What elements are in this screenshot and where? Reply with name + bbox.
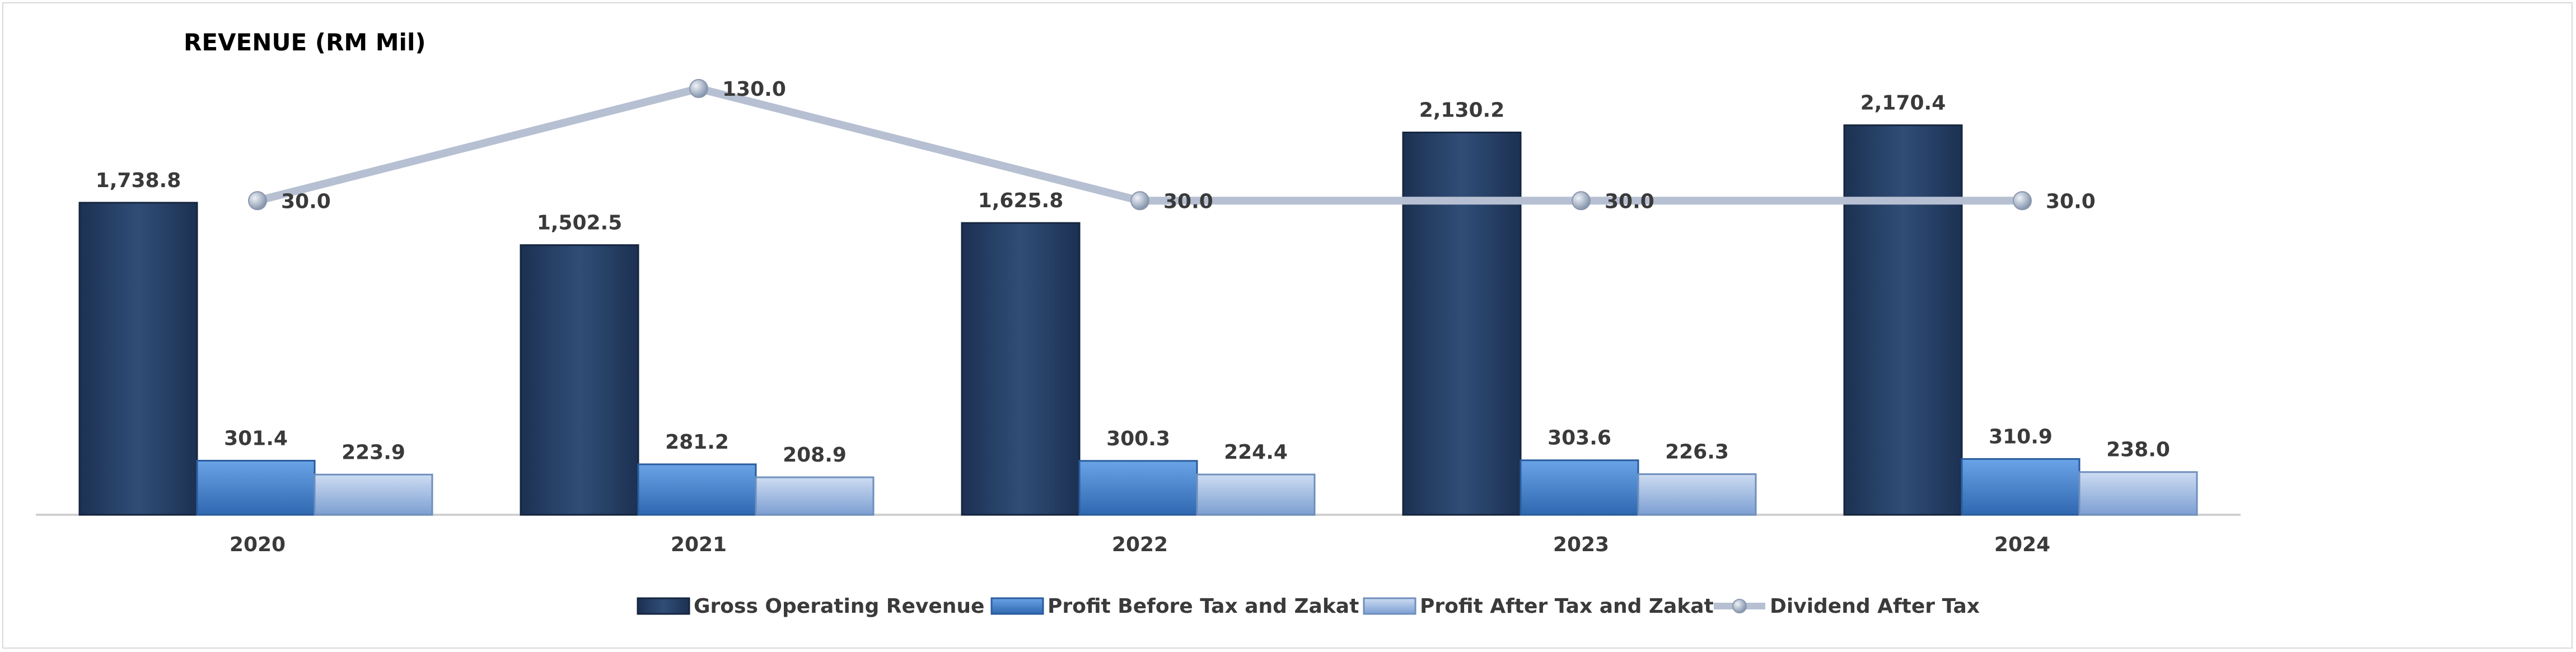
data-label: 300.3 bbox=[1106, 427, 1170, 450]
dividend-label: 30.0 bbox=[2046, 190, 2096, 213]
bar-profit-after-tax-2020 bbox=[314, 473, 433, 516]
data-label: 226.3 bbox=[1665, 440, 1729, 463]
dividend-marker-2023 bbox=[1572, 191, 1591, 211]
legend-item-gross-operating-revenue: Gross Operating Revenue bbox=[637, 595, 984, 618]
data-label: 1,738.8 bbox=[96, 169, 181, 192]
dividend-marker-2020 bbox=[248, 191, 267, 211]
bar-profit-after-tax-2021 bbox=[755, 476, 875, 516]
data-label: 238.0 bbox=[2106, 439, 2170, 462]
legend-label: Profit Before Tax and Zakat bbox=[1048, 595, 1359, 618]
legend-swatch bbox=[637, 597, 690, 615]
revenue-chart: REVENUE (RM Mil) 1,738.8 301.4 223.9 1,502.… bbox=[36, 29, 2241, 618]
data-label: 223.9 bbox=[342, 441, 405, 464]
x-tick-label: 2021 bbox=[671, 533, 727, 556]
dividend-label: 130.0 bbox=[722, 78, 786, 101]
bar-profit-before-tax-2021 bbox=[637, 463, 757, 516]
bar-profit-after-tax-2024 bbox=[2078, 471, 2198, 516]
dividend-marker-2024 bbox=[2013, 191, 2032, 211]
data-label: 281.2 bbox=[665, 431, 729, 454]
dividend-after-tax-line bbox=[256, 84, 2022, 205]
x-tick-label: 2022 bbox=[1112, 533, 1168, 556]
dividend-label: 30.0 bbox=[281, 190, 331, 213]
legend-swatch bbox=[990, 597, 1044, 615]
bar-profit-before-tax-2022 bbox=[1078, 460, 1198, 516]
legend-label: Dividend After Tax bbox=[1770, 595, 1980, 618]
chart-title: REVENUE (RM Mil) bbox=[184, 29, 426, 56]
data-label: 310.9 bbox=[1989, 425, 2053, 448]
legend-item-dividend-after-tax: Dividend After Tax bbox=[1714, 595, 1980, 618]
bar-profit-after-tax-2023 bbox=[1637, 473, 1757, 516]
bar-profit-after-tax-2022 bbox=[1196, 473, 1316, 516]
bar-profit-before-tax-2024 bbox=[1961, 458, 2081, 516]
legend-item-profit-before-tax: Profit Before Tax and Zakat bbox=[990, 595, 1359, 618]
data-label: 301.4 bbox=[224, 427, 288, 450]
x-tick-label: 2020 bbox=[230, 533, 286, 556]
x-tick-label: 2023 bbox=[1553, 533, 1609, 556]
data-label: 2,130.2 bbox=[1419, 99, 1505, 122]
bar-gross-operating-revenue-2020 bbox=[78, 202, 198, 516]
legend: Gross Operating Revenue Profit Before Tax… bbox=[637, 595, 1980, 618]
data-label: 1,502.5 bbox=[537, 212, 623, 235]
data-label: 303.6 bbox=[1548, 427, 1611, 450]
x-tick-label: 2024 bbox=[1994, 533, 2050, 556]
data-label: 1,625.8 bbox=[978, 189, 1064, 212]
data-label: 224.4 bbox=[1224, 441, 1288, 464]
legend-label: Gross Operating Revenue bbox=[694, 595, 984, 618]
bar-profit-before-tax-2020 bbox=[196, 459, 316, 516]
bar-gross-operating-revenue-2023 bbox=[1402, 131, 1522, 516]
legend-marker-swatch bbox=[1732, 599, 1747, 613]
dividend-line-layer: 30.0 130.0 30.0 30.0 30.0 bbox=[248, 78, 2096, 213]
bar-gross-operating-revenue-2021 bbox=[520, 244, 639, 516]
data-label: 2,170.4 bbox=[1860, 92, 1946, 115]
bar-profit-before-tax-2023 bbox=[1520, 459, 1639, 516]
dividend-marker-2021 bbox=[689, 79, 708, 99]
bars-layer: 1,738.8 301.4 223.9 1,502.5 281.2 208.9 1,625.… bbox=[78, 92, 2198, 516]
legend-label: Profit After Tax and Zakat bbox=[1420, 595, 1714, 618]
dividend-label: 30.0 bbox=[1605, 190, 1654, 213]
legend-swatch bbox=[1363, 597, 1416, 615]
legend-item-profit-after-tax: Profit After Tax and Zakat bbox=[1363, 595, 1714, 618]
bar-gross-operating-revenue-2024 bbox=[1843, 124, 1963, 516]
x-tick-labels: 2020 2021 2022 2023 2024 bbox=[230, 533, 2050, 556]
bar-gross-operating-revenue-2022 bbox=[961, 222, 1081, 516]
dividend-label: 30.0 bbox=[1163, 190, 1213, 213]
data-label: 208.9 bbox=[783, 444, 847, 467]
dividend-marker-2022 bbox=[1130, 191, 1149, 211]
